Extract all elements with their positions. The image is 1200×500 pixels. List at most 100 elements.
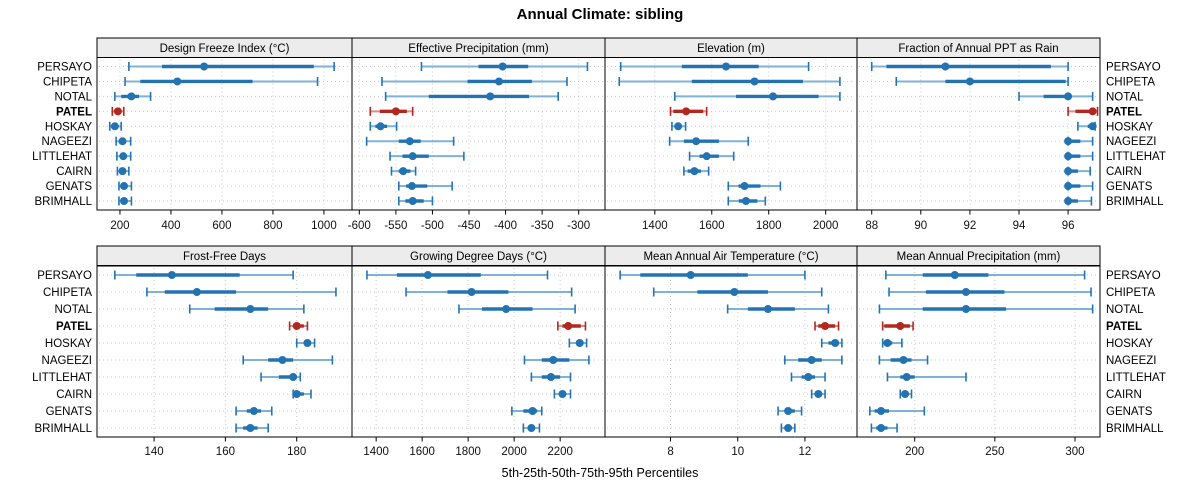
axis-tick-label: 88	[865, 220, 878, 232]
median-dot	[119, 152, 128, 161]
median-dot	[950, 271, 959, 279]
station-label-left: GENATS	[46, 181, 93, 193]
station-label-left: PERSAYO	[37, 270, 92, 282]
median-dot	[408, 152, 417, 161]
median-dot	[192, 288, 201, 296]
median-dot	[784, 407, 793, 415]
median-dot	[423, 271, 432, 279]
median-dot	[498, 62, 507, 71]
station-label-right: LITTLEHAT	[1106, 151, 1166, 163]
median-dot	[303, 339, 312, 347]
axis-tick-label: -300	[567, 220, 590, 232]
axis-tick-label: 1600	[699, 220, 725, 232]
station-label-left: HOSKAY	[45, 121, 92, 133]
station-label-left: PATEL	[56, 321, 92, 333]
axis-tick-label: 92	[964, 220, 977, 232]
station-label-right: GENATS	[1106, 181, 1153, 193]
station-label-right: PATEL	[1106, 321, 1142, 333]
strip-label: Frost-Free Days	[183, 251, 266, 263]
median-dot	[120, 197, 129, 205]
station-label-right: CAIRN	[1106, 166, 1142, 178]
station-label-left: CAIRN	[56, 166, 92, 178]
axis-tick-label: 1400	[642, 220, 668, 232]
median-dot	[901, 390, 910, 398]
median-dot	[405, 137, 414, 146]
median-dot	[110, 122, 119, 131]
axis-tick-label: 2000	[813, 220, 839, 232]
median-dot	[1064, 152, 1073, 161]
axis-tick-label: 1800	[455, 446, 481, 458]
axis-tick-label: 200	[110, 220, 129, 232]
axis-tick-label: 400	[161, 220, 180, 232]
median-dot	[722, 62, 731, 71]
station-label-left: HOSKAY	[45, 338, 92, 350]
median-dot	[807, 356, 816, 364]
x-axis-title: 5th-25th-50th-75th-95th Percentiles	[501, 466, 699, 480]
median-dot	[763, 305, 772, 313]
station-label-right: NOTAL	[1106, 304, 1144, 316]
strip-label: Elevation (m)	[697, 43, 765, 55]
median-dot	[376, 122, 385, 131]
median-dot	[821, 322, 830, 330]
strip-label: Design Freeze Index (°C)	[160, 43, 290, 55]
median-dot	[399, 167, 408, 176]
median-dot	[690, 167, 699, 176]
axis-tick-label: -500	[421, 220, 444, 232]
axis-tick-label: 90	[914, 220, 927, 232]
station-label-left: LITTLEHAT	[32, 372, 92, 384]
axis-tick-label: 96	[1062, 220, 1075, 232]
axis-tick-label: 600	[212, 220, 231, 232]
median-dot	[741, 197, 750, 205]
station-label-left: LITTLEHAT	[32, 151, 92, 163]
axis-tick-label: 1000	[311, 220, 337, 232]
median-dot	[200, 62, 209, 71]
axis-tick-label: 1800	[756, 220, 782, 232]
station-label-left: CHIPETA	[43, 287, 92, 299]
median-dot	[528, 407, 537, 415]
median-dot	[814, 390, 823, 398]
median-dot	[118, 167, 127, 176]
median-dot	[292, 322, 301, 330]
median-dot	[246, 305, 255, 313]
station-label-right: BRIMHALL	[1106, 423, 1164, 435]
panel-border	[856, 265, 1101, 438]
median-dot	[120, 182, 129, 191]
axis-tick-label: 12	[799, 446, 812, 458]
axis-tick-label: 800	[263, 220, 282, 232]
median-dot	[831, 339, 840, 347]
median-dot	[1064, 182, 1073, 191]
station-label-right: CAIRN	[1106, 389, 1142, 401]
median-dot	[486, 92, 495, 101]
median-dot	[1064, 92, 1073, 101]
median-dot	[902, 373, 911, 381]
axis-tick-label: 8	[667, 446, 673, 458]
median-dot	[113, 107, 122, 116]
median-dot	[877, 407, 886, 415]
station-label-left: NAGEEZI	[42, 355, 92, 367]
median-dot	[564, 322, 573, 330]
median-dot	[118, 137, 127, 146]
strip-label: Mean Annual Precipitation (mm)	[897, 251, 1061, 263]
median-dot	[686, 271, 695, 279]
median-dot	[173, 77, 182, 86]
median-dot	[804, 373, 813, 381]
axis-tick-label: -400	[494, 220, 517, 232]
median-dot	[467, 288, 476, 296]
median-dot	[941, 62, 950, 71]
median-dot	[740, 182, 749, 191]
median-dot	[750, 77, 759, 86]
axis-tick-label: 200	[905, 446, 924, 458]
axis-tick-label: 180	[287, 446, 306, 458]
station-label-left: NAGEEZI	[42, 136, 92, 148]
station-label-left: PERSAYO	[37, 62, 92, 74]
axis-tick-label: -450	[457, 220, 480, 232]
station-label-left: NOTAL	[55, 304, 93, 316]
station-label-right: BRIMHALL	[1106, 196, 1164, 208]
station-label-right: GENATS	[1106, 406, 1153, 418]
median-dot	[408, 197, 417, 205]
median-dot	[1064, 197, 1073, 205]
strip-label: Growing Degree Days (°C)	[410, 251, 547, 263]
median-dot	[289, 373, 298, 381]
strip-label: Fraction of Annual PPT as Rain	[898, 43, 1058, 55]
